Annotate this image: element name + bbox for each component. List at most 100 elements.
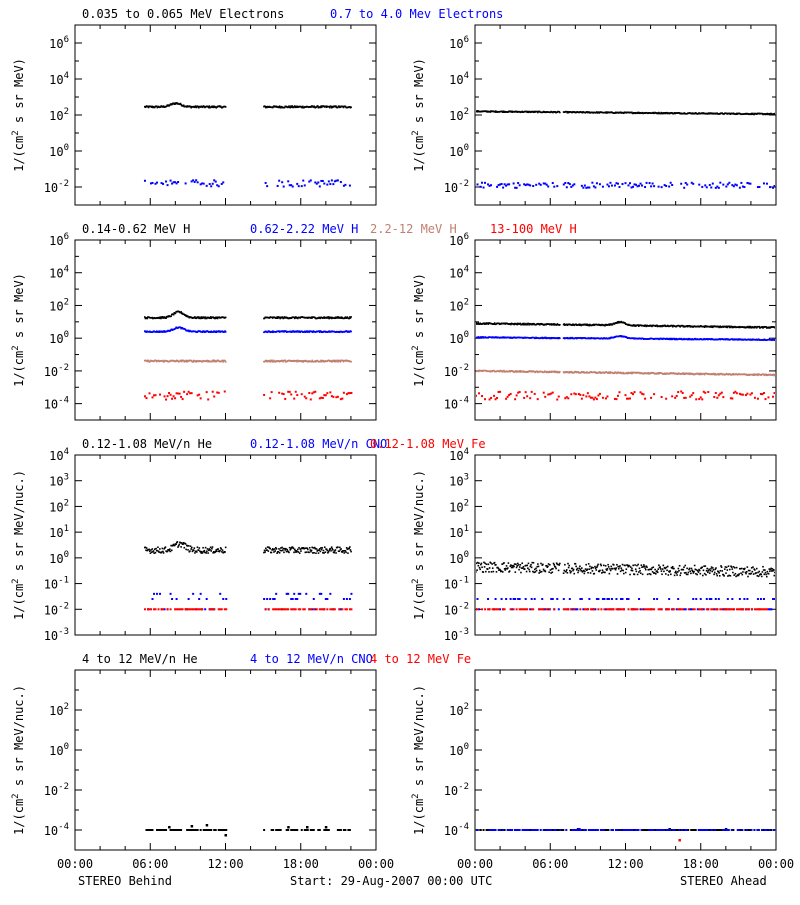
data-point <box>171 398 173 400</box>
data-point <box>519 598 521 600</box>
data-point <box>514 398 516 400</box>
y-tick-label: 102 <box>449 297 469 313</box>
data-point <box>178 544 180 546</box>
data-point <box>225 547 227 549</box>
data-point <box>613 564 615 566</box>
data-point <box>615 567 617 569</box>
data-point <box>496 397 498 399</box>
data-point <box>288 552 290 554</box>
data-point <box>481 566 483 568</box>
data-point <box>728 565 730 567</box>
data-point <box>742 608 744 610</box>
data-point <box>651 569 653 571</box>
data-point <box>490 184 492 186</box>
data-point <box>599 183 601 185</box>
data-point <box>766 576 768 578</box>
data-point <box>157 546 159 548</box>
data-point <box>621 598 623 600</box>
y-tick-label: 104 <box>449 265 469 281</box>
data-point <box>543 392 545 394</box>
data-point <box>567 572 569 574</box>
data-point <box>740 182 742 184</box>
data-point <box>654 569 656 571</box>
data-point <box>517 563 519 565</box>
data-point <box>219 550 221 552</box>
y-tick-label: 10-2 <box>44 363 69 379</box>
data-point <box>658 564 660 566</box>
data-point <box>520 572 522 574</box>
data-point <box>758 186 760 188</box>
data-point <box>602 397 604 399</box>
data-point <box>726 569 728 571</box>
data-point <box>326 598 328 600</box>
data-point <box>624 182 626 184</box>
data-point <box>225 829 227 831</box>
data-point <box>607 564 609 566</box>
y-tick-label: 106 <box>49 232 69 248</box>
data-point <box>587 572 589 574</box>
data-point <box>274 550 276 552</box>
y-axis-label: 1/(cm2 s sr MeV/nuc.) <box>11 685 26 835</box>
data-point <box>264 551 266 553</box>
data-point <box>736 567 738 569</box>
data-point <box>758 575 760 577</box>
data-point <box>488 571 490 573</box>
data-point <box>618 391 620 393</box>
data-point <box>724 568 726 570</box>
data-point <box>757 398 759 400</box>
data-point <box>711 571 713 573</box>
data-point <box>162 551 164 553</box>
data-point <box>678 570 680 572</box>
data-point <box>222 598 224 600</box>
data-point <box>725 572 727 574</box>
y-tick-label: 100 <box>49 550 69 566</box>
data-point <box>501 183 503 185</box>
y-tick-label: 10-3 <box>44 627 69 643</box>
data-point <box>175 543 177 545</box>
data-points <box>475 562 777 611</box>
data-point <box>182 398 184 400</box>
data-point <box>567 563 569 565</box>
data-point <box>165 829 167 831</box>
data-point <box>539 570 541 572</box>
data-point <box>337 396 339 398</box>
y-tick-label: 104 <box>49 265 69 281</box>
data-point <box>692 183 694 185</box>
data-point <box>518 569 520 571</box>
data-point <box>305 593 307 595</box>
data-point <box>225 331 227 333</box>
data-point <box>738 573 740 575</box>
data-point <box>738 575 740 577</box>
data-point <box>621 183 623 185</box>
data-point <box>641 185 643 187</box>
data-point <box>765 572 767 574</box>
data-point <box>529 184 531 186</box>
data-point <box>169 548 171 550</box>
data-point <box>719 575 721 577</box>
data-point <box>552 571 554 573</box>
data-point <box>221 608 223 610</box>
data-point <box>597 564 599 566</box>
data-point <box>599 570 601 572</box>
data-point <box>763 182 765 184</box>
data-point <box>652 566 654 568</box>
legend-entry: 4 to 12 MeV/n CNO <box>250 652 373 666</box>
data-point <box>632 570 634 572</box>
legend-entry: 0.035 to 0.065 MeV Electrons <box>82 7 284 21</box>
data-point <box>624 565 626 567</box>
data-point <box>543 608 545 610</box>
series <box>144 541 352 554</box>
data-point <box>742 394 744 396</box>
data-point <box>533 562 535 564</box>
y-axis-label: 1/(cm2 s sr MeV) <box>411 58 426 172</box>
data-point <box>698 571 700 573</box>
data-point <box>293 593 295 595</box>
data-point <box>703 570 705 572</box>
y-axis-label: 1/(cm2 s sr MeV/nuc.) <box>11 470 26 620</box>
data-point <box>313 608 315 610</box>
data-point <box>628 608 630 610</box>
data-point <box>704 392 706 394</box>
data-point <box>478 392 480 394</box>
data-point <box>547 186 549 188</box>
